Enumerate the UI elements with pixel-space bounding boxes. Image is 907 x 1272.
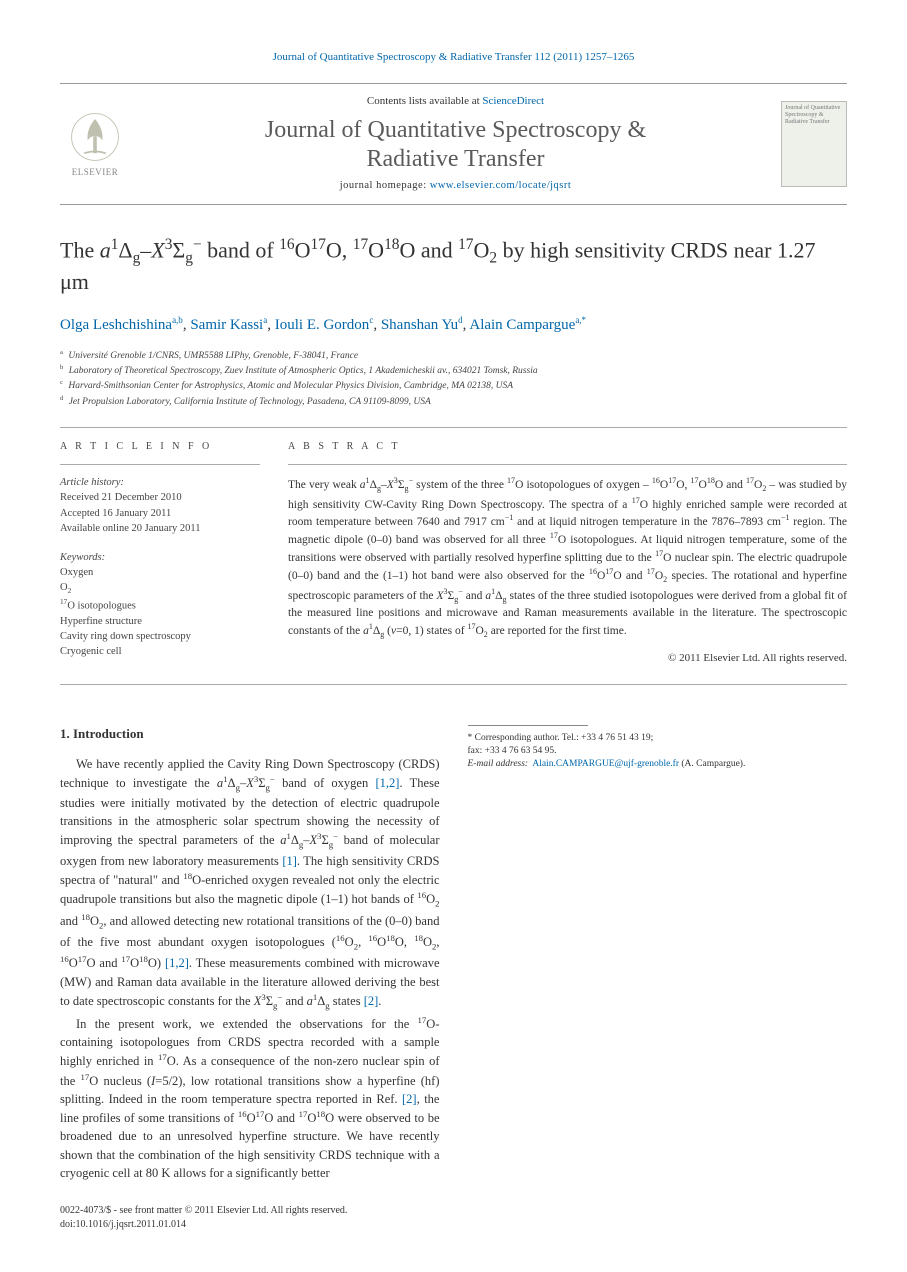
divider [60, 464, 260, 465]
publisher-label: ELSEVIER [72, 166, 119, 179]
masthead: ELSEVIER Contents lists available at Sci… [60, 83, 847, 205]
homepage-line: journal homepage: www.elsevier.com/locat… [144, 179, 767, 194]
footer: 0022-4073/$ - see front matter © 2011 El… [60, 1204, 847, 1232]
author-list: Olga Leshchishinaa,b, Samir Kassia, Ioul… [60, 314, 847, 336]
contents-line: Contents lists available at ScienceDirec… [144, 94, 767, 109]
article-history: Article history: Received 21 December 20… [60, 475, 260, 536]
divider [288, 464, 847, 465]
divider [60, 427, 847, 428]
author-link[interactable]: Shanshan Yu [381, 317, 458, 333]
keywords: Keywords: OxygenO217O isotopologuesHyper… [60, 550, 260, 660]
abstract-text: The very weak a1Δg–X3Σg− system of the t… [288, 475, 847, 640]
abstract-head: A B S T R A C T [288, 440, 847, 454]
author-link[interactable]: Samir Kassi [190, 317, 263, 333]
author-link[interactable]: Iouli E. Gordon [275, 317, 370, 333]
footnote-divider [468, 725, 588, 726]
journal-name: Journal of Quantitative Spectroscopy &Ra… [144, 116, 767, 174]
article-info-head: A R T I C L E I N F O [60, 440, 260, 454]
cover-thumbnail: Journal of Quantitative Spectroscopy & R… [781, 101, 847, 187]
author-link[interactable]: Alain Campargue [469, 317, 575, 333]
divider [60, 684, 847, 685]
elsevier-logo: ELSEVIER [60, 104, 130, 184]
article-title: The a1Δg–X3Σg− band of 16O17O, 17O18O an… [60, 235, 847, 295]
affiliations: a Université Grenoble 1/CNRS, UMR5588 LI… [60, 348, 847, 410]
body-text: We have recently applied the Cavity Ring… [60, 755, 440, 1182]
homepage-link[interactable]: www.elsevier.com/locate/jqsrt [430, 180, 572, 191]
sciencedirect-link[interactable]: ScienceDirect [482, 95, 544, 107]
author-link[interactable]: Olga Leshchishina [60, 317, 172, 333]
corresponding-author: * Corresponding author. Tel.: +33 4 76 5… [468, 732, 848, 772]
section-heading: 1. Introduction [60, 725, 440, 743]
tree-icon [68, 110, 122, 164]
header-citation: Journal of Quantitative Spectroscopy & R… [60, 50, 847, 65]
email-link[interactable]: Alain.CAMPARGUE@ujf-grenoble.fr [532, 759, 679, 769]
copyright: © 2011 Elsevier Ltd. All rights reserved… [288, 651, 847, 666]
